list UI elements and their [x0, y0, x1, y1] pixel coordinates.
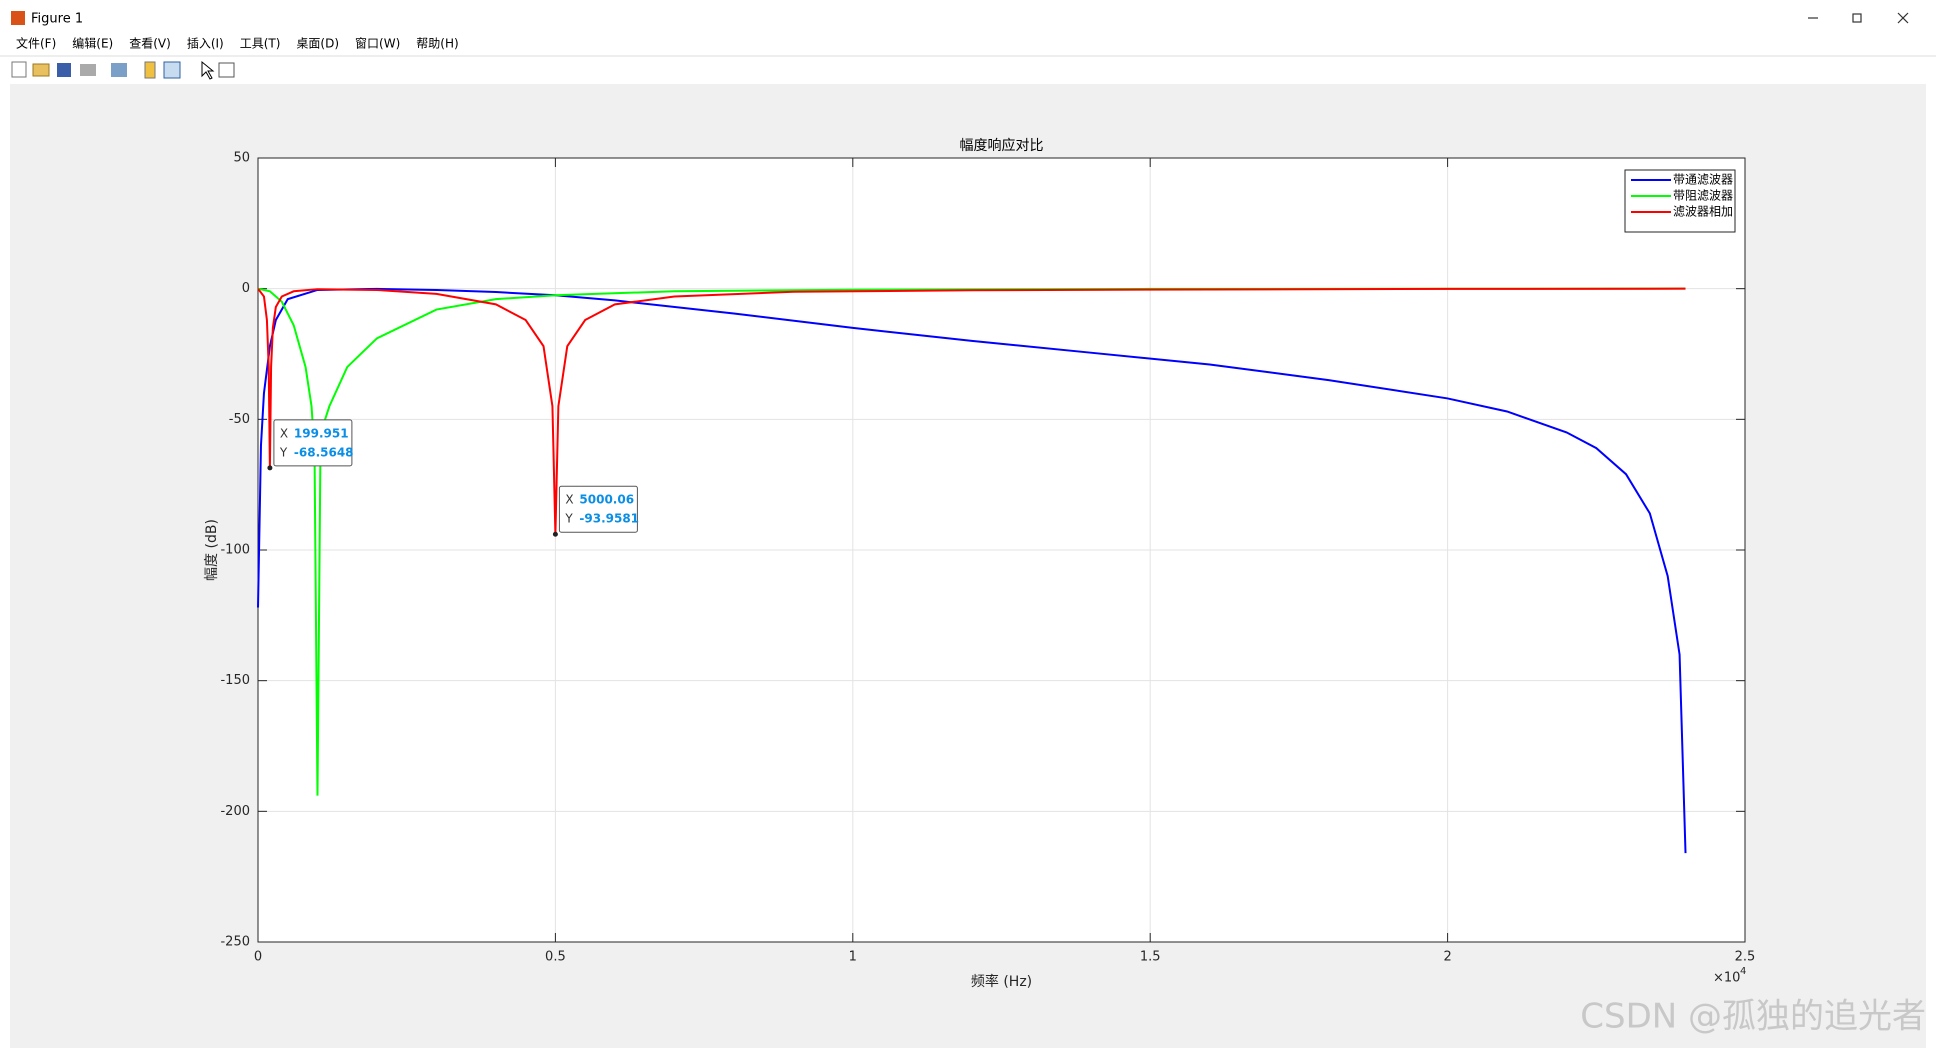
tool-open[interactable]: [32, 63, 50, 77]
datatip-y: -93.9581: [579, 512, 639, 526]
series-line: [257, 287, 1687, 854]
series-line: [257, 287, 1686, 796]
app-icon: [11, 11, 25, 25]
x-tick-label: 2.5: [1735, 950, 1756, 965]
y-tick-label: 50: [233, 151, 250, 166]
y-tick-label: -150: [220, 673, 250, 688]
datatip-marker[interactable]: [267, 465, 273, 471]
menu-item[interactable]: 文件(F): [16, 36, 56, 51]
datatip-x-prefix: X: [280, 426, 288, 440]
x-multiplier: ×10: [1713, 971, 1740, 986]
menu-item[interactable]: 窗口(W): [355, 37, 400, 51]
menu-item[interactable]: 工具(T): [240, 37, 281, 51]
tool-print[interactable]: [80, 64, 96, 76]
tool-save[interactable]: [57, 63, 71, 77]
y-axis-label: 幅度 (dB): [204, 519, 220, 581]
menu-item[interactable]: 桌面(D): [296, 37, 339, 51]
restore[interactable]: [1852, 13, 1862, 23]
tool-inspector[interactable]: [218, 62, 235, 78]
menu-item[interactable]: 插入(I): [187, 37, 224, 51]
window-controls[interactable]: [1808, 12, 1909, 24]
datatip-x: 199.951: [294, 426, 349, 440]
datatip-y-prefix: Y: [564, 512, 573, 526]
x-tick-label: 1: [849, 950, 857, 965]
tool-legend[interactable]: [163, 61, 181, 79]
close[interactable]: [1897, 12, 1909, 24]
y-tick-label: -50: [229, 412, 250, 427]
x-tick-label: 0: [254, 950, 262, 965]
y-tick-label: 0: [242, 281, 250, 296]
axes-box: [257, 157, 1746, 943]
legend-label: 滤波器相加: [1673, 205, 1733, 219]
menu-item[interactable]: 帮助(H): [416, 37, 458, 51]
datatip-x: 5000.06: [579, 493, 634, 507]
legend-label: 带阻滤波器: [1673, 189, 1733, 203]
x-tick-label: 0.5: [545, 950, 566, 965]
toolbar: [11, 60, 235, 80]
menu-bar: 文件(F) 编辑(E) 查看(V) 插入(I) 工具(T) 桌面(D) 窗口(W) 帮助(H): [16, 36, 459, 51]
menu-item[interactable]: 查看(V): [129, 37, 171, 51]
x-tick-label: 2: [1443, 950, 1451, 965]
series-line: [257, 287, 1686, 535]
datatip-box: [273, 419, 353, 467]
x-tick-label: 1.5: [1140, 950, 1161, 965]
datatip-x-prefix: X: [565, 493, 573, 507]
y-tick-label: -100: [220, 543, 250, 558]
datatip-box: [558, 485, 638, 533]
tool-select[interactable]: [201, 60, 215, 80]
watermark: CSDN @孤独的追光者: [1580, 997, 1926, 1037]
datatip-y-prefix: Y: [279, 445, 288, 459]
x-multiplier-exponent: 4: [1740, 966, 1746, 977]
y-tick-label: -250: [220, 935, 250, 950]
x-axis-label: 频率 (Hz): [971, 973, 1032, 990]
legend-label: 带通滤波器: [1673, 173, 1733, 187]
chart-title: 幅度响应对比: [960, 137, 1044, 154]
menu-item[interactable]: 编辑(E): [72, 36, 113, 51]
axes: 50 0 -50 -100 -150 -200 -250 0 0.5 1 1.5 2 2.5 幅度响应对比…: [204, 137, 1755, 990]
tool-colorbar[interactable]: [144, 61, 156, 79]
datatip-marker[interactable]: [552, 531, 558, 537]
y-tick-label: -200: [220, 804, 250, 819]
window-title: Figure 1: [31, 12, 83, 27]
datatip-y: -68.5648: [294, 445, 354, 459]
tool-link[interactable]: [111, 63, 127, 77]
tool-new[interactable]: [11, 61, 27, 78]
